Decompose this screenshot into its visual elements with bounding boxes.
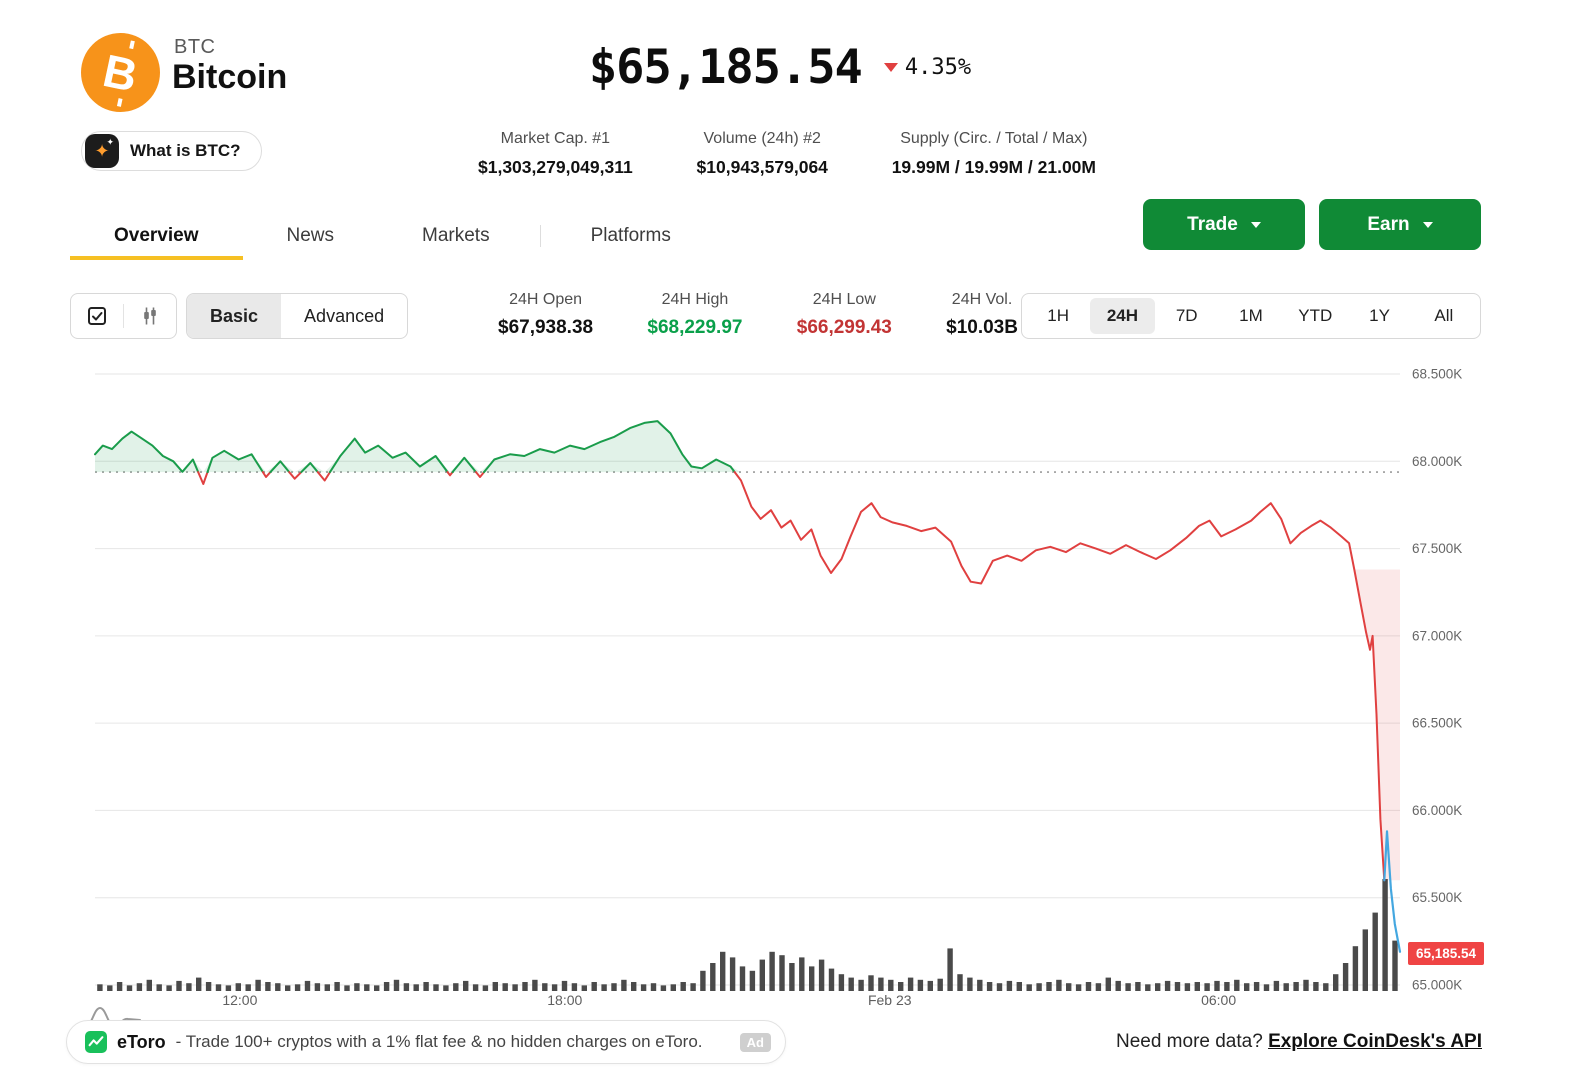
svg-text:18:00: 18:00 bbox=[547, 992, 582, 1008]
line-chart-toggle-icon[interactable] bbox=[71, 294, 123, 338]
tab-markets[interactable]: Markets bbox=[422, 225, 490, 246]
earn-label: Earn bbox=[1367, 213, 1410, 235]
tab-overview[interactable]: Overview bbox=[70, 212, 243, 260]
divider bbox=[123, 304, 124, 328]
need-more-data: Need more data? Explore CoinDesk's API bbox=[1116, 1031, 1482, 1053]
vol-value: $10.03B bbox=[946, 317, 1018, 338]
supply-label: Supply (Circ. / Total / Max) bbox=[900, 130, 1088, 147]
last-price-badge: 65,185.54 bbox=[1408, 941, 1485, 965]
high-label: 24H High bbox=[661, 291, 729, 308]
range-24h[interactable]: 24H bbox=[1090, 298, 1155, 334]
tab-news[interactable]: News bbox=[286, 225, 335, 246]
tab-divider bbox=[539, 225, 541, 247]
chevron-down-icon bbox=[1250, 221, 1261, 228]
chart-mode-switch: Basic Advanced bbox=[186, 293, 409, 339]
market-cap-label: Market Cap. #1 bbox=[500, 130, 611, 147]
market-stats: Market Cap. #1 $1,303,279,049,311 Volume… bbox=[478, 130, 1096, 178]
low-value: $66,299.43 bbox=[796, 317, 892, 338]
candlestick-toggle-icon[interactable] bbox=[124, 294, 176, 338]
ad-brand: eToro bbox=[117, 1031, 166, 1052]
tab-platforms[interactable]: Platforms bbox=[590, 225, 671, 246]
range-1h[interactable]: 1H bbox=[1047, 306, 1069, 325]
need-more-data-text: Need more data? bbox=[1115, 1031, 1269, 1052]
range-1y[interactable]: 1Y bbox=[1369, 306, 1390, 325]
svg-text:65.000K: 65.000K bbox=[1412, 978, 1462, 993]
range-ytd[interactable]: YTD bbox=[1298, 306, 1333, 325]
bitcoin-b-icon: B bbox=[74, 26, 168, 120]
bitcoin-logo: B bbox=[81, 33, 160, 112]
supply-value: 19.99M / 19.99M / 21.00M bbox=[891, 157, 1096, 177]
range-7d[interactable]: 7D bbox=[1175, 306, 1198, 325]
low-label: 24H Low bbox=[812, 291, 876, 308]
etoro-ad-banner[interactable]: eToro - Trade 100+ cryptos with a 1% fla… bbox=[66, 1020, 786, 1064]
open-label: 24H Open bbox=[509, 291, 583, 308]
svg-text:Feb 23: Feb 23 bbox=[868, 992, 912, 1008]
current-price: $65,185.54 bbox=[588, 40, 863, 95]
high-value: $68,229.97 bbox=[647, 317, 743, 338]
ad-text: - Trade 100+ cryptos with a 1% flat fee … bbox=[175, 1032, 703, 1051]
etoro-logo-icon bbox=[85, 1031, 107, 1053]
sparkle-icon: ✦ ✦ bbox=[85, 134, 119, 168]
svg-text:68.000K: 68.000K bbox=[1412, 454, 1462, 469]
volume-label: Volume (24h) #2 bbox=[703, 130, 821, 147]
svg-text:65.500K: 65.500K bbox=[1412, 890, 1462, 905]
daily-stats: 24H Open $67,938.38 24H High $68,229.97 … bbox=[498, 291, 1018, 339]
section-tabs: Overview News Markets Platforms bbox=[70, 212, 715, 260]
volume-value: $10,943,579,064 bbox=[696, 157, 828, 177]
range-all[interactable]: All bbox=[1434, 306, 1454, 325]
coindesk-api-link[interactable]: Explore CoinDesk's API bbox=[1268, 1031, 1482, 1052]
svg-text:66.500K: 66.500K bbox=[1412, 716, 1462, 731]
svg-text:67.000K: 67.000K bbox=[1412, 628, 1462, 643]
advanced-mode-button[interactable]: Advanced bbox=[304, 305, 385, 326]
basic-mode-button[interactable]: Basic bbox=[187, 294, 282, 338]
chevron-down-icon bbox=[1422, 221, 1433, 228]
coin-symbol: BTC bbox=[174, 36, 216, 58]
market-cap-value: $1,303,279,049,311 bbox=[478, 157, 633, 177]
what-is-btc-button[interactable]: ✦ ✦ What is BTC? bbox=[81, 131, 262, 171]
vol-label: 24H Vol. bbox=[951, 291, 1013, 308]
price-chart[interactable]: 68.500K 68.000K 67.500K 67.000K 66.500K 66.00… bbox=[0, 360, 1592, 1040]
what-is-btc-label: What is BTC? bbox=[130, 141, 241, 160]
svg-text:12:00: 12:00 bbox=[222, 992, 257, 1008]
range-1m[interactable]: 1M bbox=[1239, 306, 1263, 325]
svg-text:66.000K: 66.000K bbox=[1412, 803, 1462, 818]
ad-badge: Ad bbox=[739, 1032, 771, 1052]
open-value: $67,938.38 bbox=[498, 317, 594, 338]
svg-text:68.500K: 68.500K bbox=[1412, 367, 1462, 382]
price-change-percent: 4.35% bbox=[904, 55, 972, 80]
chart-type-group bbox=[70, 293, 177, 339]
price-down-icon bbox=[883, 63, 898, 72]
trade-label: Trade bbox=[1187, 213, 1238, 235]
trade-button[interactable]: Trade bbox=[1143, 199, 1305, 250]
svg-text:06:00: 06:00 bbox=[1201, 992, 1236, 1008]
svg-text:67.500K: 67.500K bbox=[1412, 541, 1462, 556]
page-title: Bitcoin bbox=[172, 58, 288, 96]
time-range-selector: 1H 24H 7D 1M YTD 1Y All bbox=[1021, 293, 1481, 339]
earn-button[interactable]: Earn bbox=[1319, 199, 1481, 250]
